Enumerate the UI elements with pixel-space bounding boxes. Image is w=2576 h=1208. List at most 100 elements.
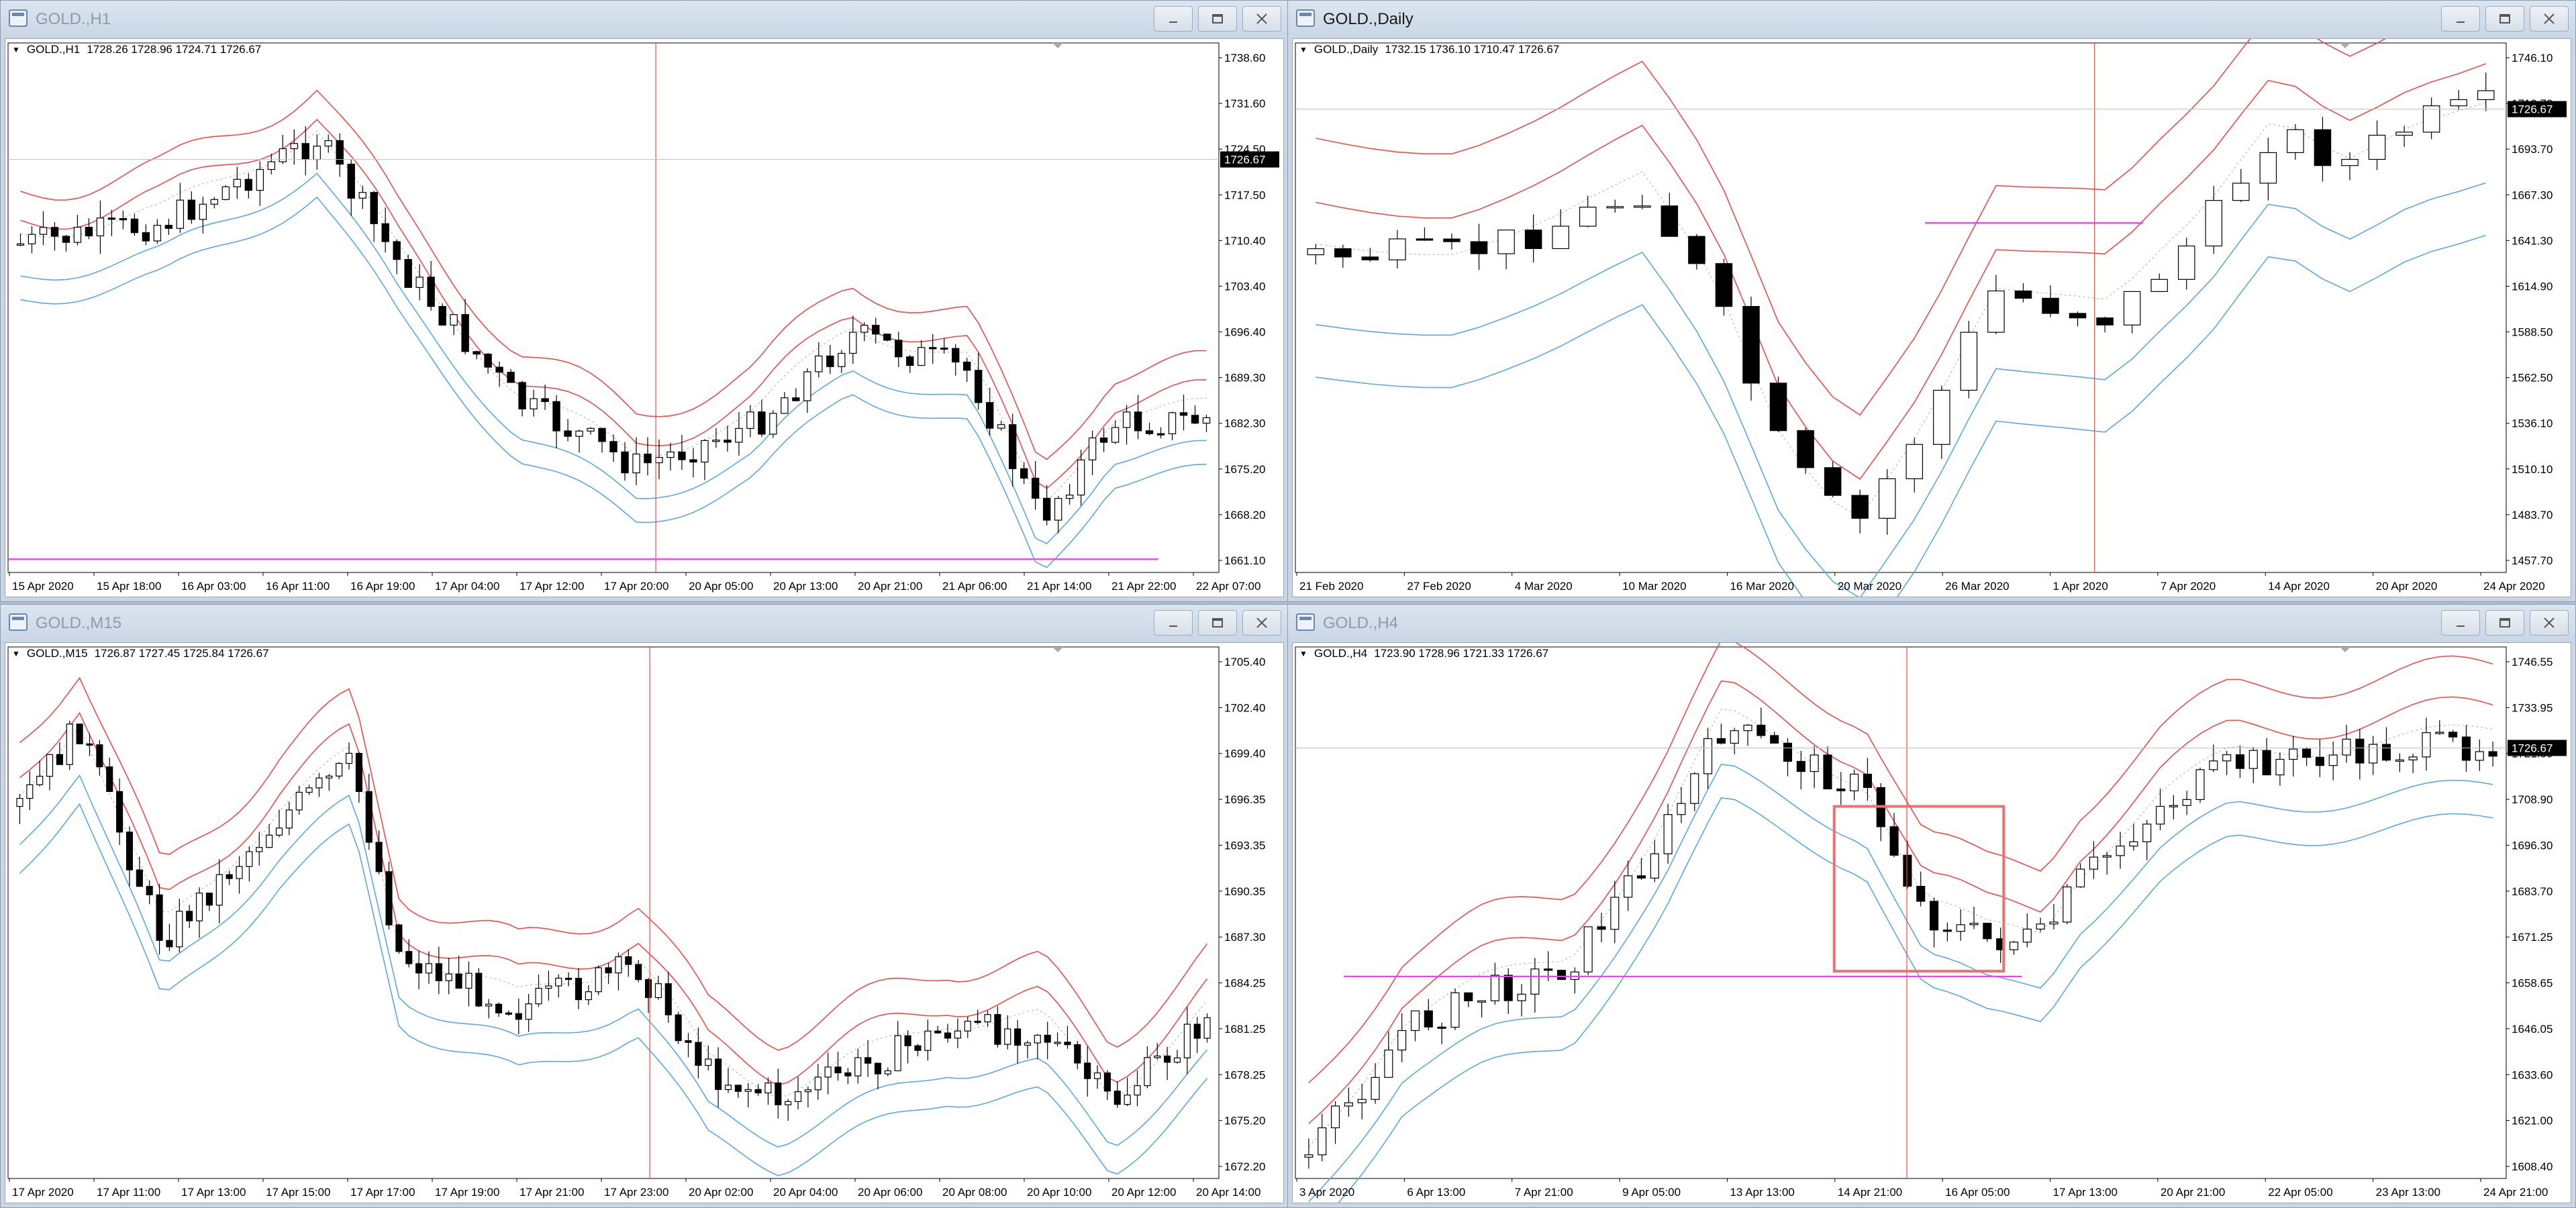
chart-window-h4[interactable]: GOLD.,H4 1746.551733.951721.501708.90169…: [1287, 604, 2576, 1208]
price-axis-label: 1687.30: [1224, 931, 1265, 944]
plot-frame: [7, 646, 1220, 1179]
candle-body: [1064, 1042, 1071, 1046]
candle-body: [815, 355, 823, 372]
candle-body: [2302, 748, 2312, 758]
close-button[interactable]: [2530, 610, 2569, 636]
time-axis-label: 27 Feb 2020: [1407, 580, 1471, 593]
maximize-button[interactable]: [1198, 610, 1237, 636]
candle-body: [1093, 1072, 1101, 1079]
candle-body: [461, 314, 469, 352]
time-axis-label: 20 Apr 21:00: [858, 580, 922, 593]
minimize-button[interactable]: [1154, 610, 1193, 636]
candle-body: [1065, 495, 1074, 499]
candles-group: [16, 126, 1211, 534]
candle-body: [794, 1091, 802, 1102]
price-axis-label: 1682.30: [1224, 417, 1265, 430]
candle-body: [2089, 856, 2098, 870]
candle-body: [598, 427, 606, 442]
close-button[interactable]: [2530, 6, 2569, 32]
time-axis-label: 20 Apr 08:00: [942, 1186, 1007, 1199]
maximize-button[interactable]: [2485, 610, 2524, 636]
price-axis-label: 1702.40: [1224, 701, 1265, 714]
candle-body: [621, 451, 629, 474]
time-axis-label: 17 Apr 13:00: [181, 1186, 246, 1199]
current-price-badge: [2508, 101, 2567, 117]
candle-body: [2076, 868, 2085, 888]
maximize-button[interactable]: [1198, 6, 1237, 32]
candle-body: [2235, 754, 2245, 769]
chart-window-daily[interactable]: GOLD.,Daily 1746.101719.701693.701667.30…: [1287, 0, 2576, 602]
chart-canvas[interactable]: 1746.551733.951721.501708.901696.301683.…: [1292, 642, 2571, 1203]
candle-body: [415, 276, 424, 288]
chart-shift-icon: [1052, 43, 1063, 48]
price-axis-label: 1588.50: [2512, 326, 2553, 339]
candle-body: [655, 456, 663, 464]
candles-group: [16, 720, 1211, 1121]
time-axis-label: 16 Mar 2020: [1730, 580, 1793, 593]
collapse-triangle-icon[interactable]: ▼: [12, 649, 20, 658]
title-bar[interactable]: GOLD.,H4: [1288, 605, 2575, 642]
title-bar[interactable]: GOLD.,Daily: [1288, 1, 2575, 38]
price-axis-label: 1684.25: [1224, 977, 1265, 990]
candle-body: [1836, 788, 1846, 792]
minimize-button[interactable]: [2441, 610, 2480, 636]
chart-canvas[interactable]: 1705.40 1702.40 1699.40 1696.35 1693.35 1690.…: [5, 642, 1284, 1203]
candle-body: [1304, 1154, 1314, 1158]
candle-body: [46, 754, 54, 777]
candle-body: [1556, 970, 1567, 980]
candle-body: [1477, 1000, 1487, 1003]
price-axis-label: 1746.55: [2512, 656, 2553, 668]
candle-body: [336, 762, 343, 776]
chart-info-bar: ▼ GOLD.,H4 1723.90 1728.96 1721.33 1726.…: [1299, 647, 1548, 660]
candle-body: [2248, 750, 2258, 769]
chart-window-icon: [1296, 613, 1315, 631]
candle-body: [2150, 279, 2168, 293]
candle-body: [176, 911, 183, 948]
time-axis-label: 17 Apr 21:00: [519, 1186, 584, 1199]
candle-body: [735, 427, 743, 443]
chart-window-h1[interactable]: GOLD.,H1 1738.60 1731.60 1724.50 1717.50 171…: [0, 0, 1289, 602]
candle-body: [290, 143, 298, 150]
candle-body: [1530, 968, 1540, 995]
title-bar[interactable]: GOLD.,M15: [1, 605, 1288, 642]
collapse-triangle-icon[interactable]: ▼: [1299, 45, 1307, 54]
candle-body: [495, 366, 503, 373]
candle-body: [545, 985, 552, 989]
collapse-triangle-icon[interactable]: ▼: [12, 45, 20, 54]
chart-window-icon: [1296, 9, 1315, 27]
chart-canvas[interactable]: 1738.60 1731.60 1724.50 1717.50 1710.40 1703.…: [5, 38, 1284, 597]
candle-body: [1103, 1072, 1111, 1092]
candle-body: [73, 227, 82, 243]
candle-body: [864, 1057, 872, 1064]
candle-body: [2422, 105, 2440, 133]
price-axis-label: 1658.65: [2512, 977, 2553, 990]
candle-body: [16, 243, 25, 246]
candle-body: [715, 1058, 722, 1091]
candle-body: [1154, 1055, 1161, 1058]
collapse-triangle-icon[interactable]: ▼: [1299, 649, 1307, 658]
candle-body: [1004, 1028, 1011, 1045]
candle-body: [781, 397, 789, 414]
candle-body: [484, 354, 492, 368]
close-button[interactable]: [1242, 610, 1281, 636]
title-bar[interactable]: GOLD.,H1: [1, 1, 1288, 38]
candle-body: [1517, 993, 1526, 1001]
candle-body: [267, 161, 275, 170]
close-button[interactable]: [1242, 6, 1281, 32]
candle-body: [1437, 1026, 1446, 1029]
time-axis-label: 15 Apr 2020: [12, 580, 74, 593]
candle-body: [107, 217, 116, 220]
candle-body: [2036, 923, 2045, 930]
candle-body: [210, 199, 219, 205]
chart-window-m15[interactable]: GOLD.,M15 1705.40 1702.40 1699.40 1696.35 16…: [0, 604, 1289, 1208]
bollinger-lower-line: [19, 774, 1208, 1148]
minimize-button[interactable]: [2441, 6, 2480, 32]
candle-body: [1570, 971, 1579, 980]
chart-canvas[interactable]: 1746.101719.701693.701667.301641.301614.…: [1292, 38, 2571, 597]
candle-body: [16, 798, 23, 807]
maximize-button[interactable]: [2485, 6, 2524, 32]
candle-body: [233, 179, 242, 187]
minimize-button[interactable]: [1154, 6, 1193, 32]
candle-body: [565, 977, 573, 980]
time-axis-label: 26 Mar 2020: [1945, 580, 2009, 593]
